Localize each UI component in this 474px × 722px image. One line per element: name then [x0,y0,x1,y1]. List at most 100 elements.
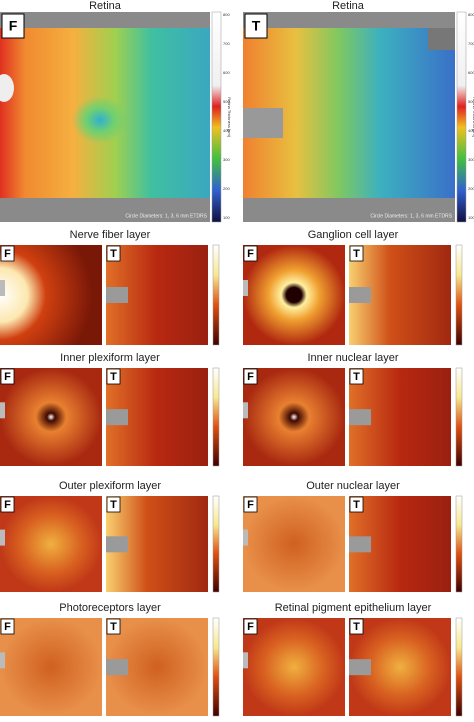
colorbar-tick: 600 [223,70,230,75]
label-box [243,245,258,262]
label-box [243,368,258,385]
colorbar-tick: 300 [223,157,230,162]
panel-title: Outer plexiform layer [59,480,161,492]
panel-label: T [252,18,261,34]
colorbar-tick: 400 [468,128,474,133]
colorbar [212,367,220,467]
panel-title: Inner plexiform layer [60,352,160,364]
scale-note: Circle Diameters: 1, 3, 6 mm ETDRS [370,213,452,219]
panel-title: Inner nuclear layer [307,352,398,364]
panel-title: Retina [89,0,122,12]
panel-label: T [110,371,117,383]
optic-disc [243,529,248,546]
panel-title: Ganglion cell layer [308,229,399,241]
panel-label: T [110,248,117,260]
colorbar-tick: 500 [223,99,230,104]
colorbar-tick: 800 [468,12,474,17]
label-box [106,245,121,262]
colorbar [456,11,467,223]
masked-area [428,28,455,50]
masked-area [349,287,371,303]
colorbar-tick: 400 [223,128,230,133]
panel-label: F [4,371,11,383]
colorbar-tick: 500 [468,99,474,104]
colorbar [212,617,220,717]
colorbar [455,367,463,467]
colorbar-tick: 100 [468,215,474,220]
panel-title: Retina [332,0,365,12]
panel-label: F [247,499,254,511]
colorbar [211,11,222,223]
label-box [106,618,121,635]
colorbar-tick: 700 [223,41,230,46]
colorbar-title: Retina Thickness [µm] [227,97,232,137]
layer-map [0,496,102,592]
masked-area [106,536,128,553]
panel-label: F [4,248,11,260]
panel-label: T [353,499,360,511]
panel-title: Retinal pigment epithelium layer [275,602,432,614]
optic-disc [243,402,248,419]
layer-map [0,245,102,345]
colorbar [455,495,463,593]
label-box [349,368,364,385]
colorbar-tick: 300 [468,157,474,162]
optic-disc [0,280,5,296]
panel-label: T [353,371,360,383]
colorbar [212,495,220,593]
panel-label: T [353,621,360,633]
masked-area [243,108,283,138]
masked-area [349,536,371,553]
colorbar-title: Retina Thickness [µm] [472,97,474,137]
masked-area [349,659,371,676]
panel-label: F [247,371,254,383]
label-box [0,618,15,635]
panel-title: Nerve fiber layer [70,229,151,241]
scale-note: Circle Diameters: 1, 3, 6 mm ETDRS [125,213,207,219]
label-box [244,13,268,39]
layer-map [0,368,102,466]
masked-area [106,659,128,676]
panel-label: T [353,248,360,260]
layer-map [243,618,345,716]
panel-title: Photoreceptors layer [59,602,161,614]
panel-title: Outer nuclear layer [306,480,400,492]
colorbar-tick: 800 [223,12,230,17]
label-box [349,245,364,262]
layer-map [243,496,345,592]
masked-area [349,409,371,426]
fovea [72,96,128,144]
colorbar-tick: 600 [468,70,474,75]
colorbar-tick: 100 [223,215,230,220]
panel-label: T [110,621,117,633]
optic-disc [0,529,5,546]
panel-label: F [9,18,18,34]
optic-disc [0,402,5,419]
label-box [0,368,15,385]
colorbar-tick: 700 [468,41,474,46]
panel-label: F [247,248,254,260]
layer-map [0,618,102,716]
label-box [0,496,15,513]
optic-disc [243,280,248,296]
label-box [349,496,364,513]
optic-disc [0,74,14,102]
optic-disc [0,652,5,669]
layer-map [243,245,345,345]
label-box [106,496,121,513]
panel-label: F [4,499,11,511]
label-box [106,368,121,385]
panel-label: T [110,499,117,511]
colorbar-tick: 200 [468,186,474,191]
label-box [243,496,258,513]
masked-area [106,409,128,426]
masked-area [106,287,128,303]
optic-disc [243,652,248,669]
colorbar-tick: 200 [223,186,230,191]
label-box [0,245,15,262]
label-box [349,618,364,635]
label-box [1,13,25,39]
colorbar [455,617,463,717]
